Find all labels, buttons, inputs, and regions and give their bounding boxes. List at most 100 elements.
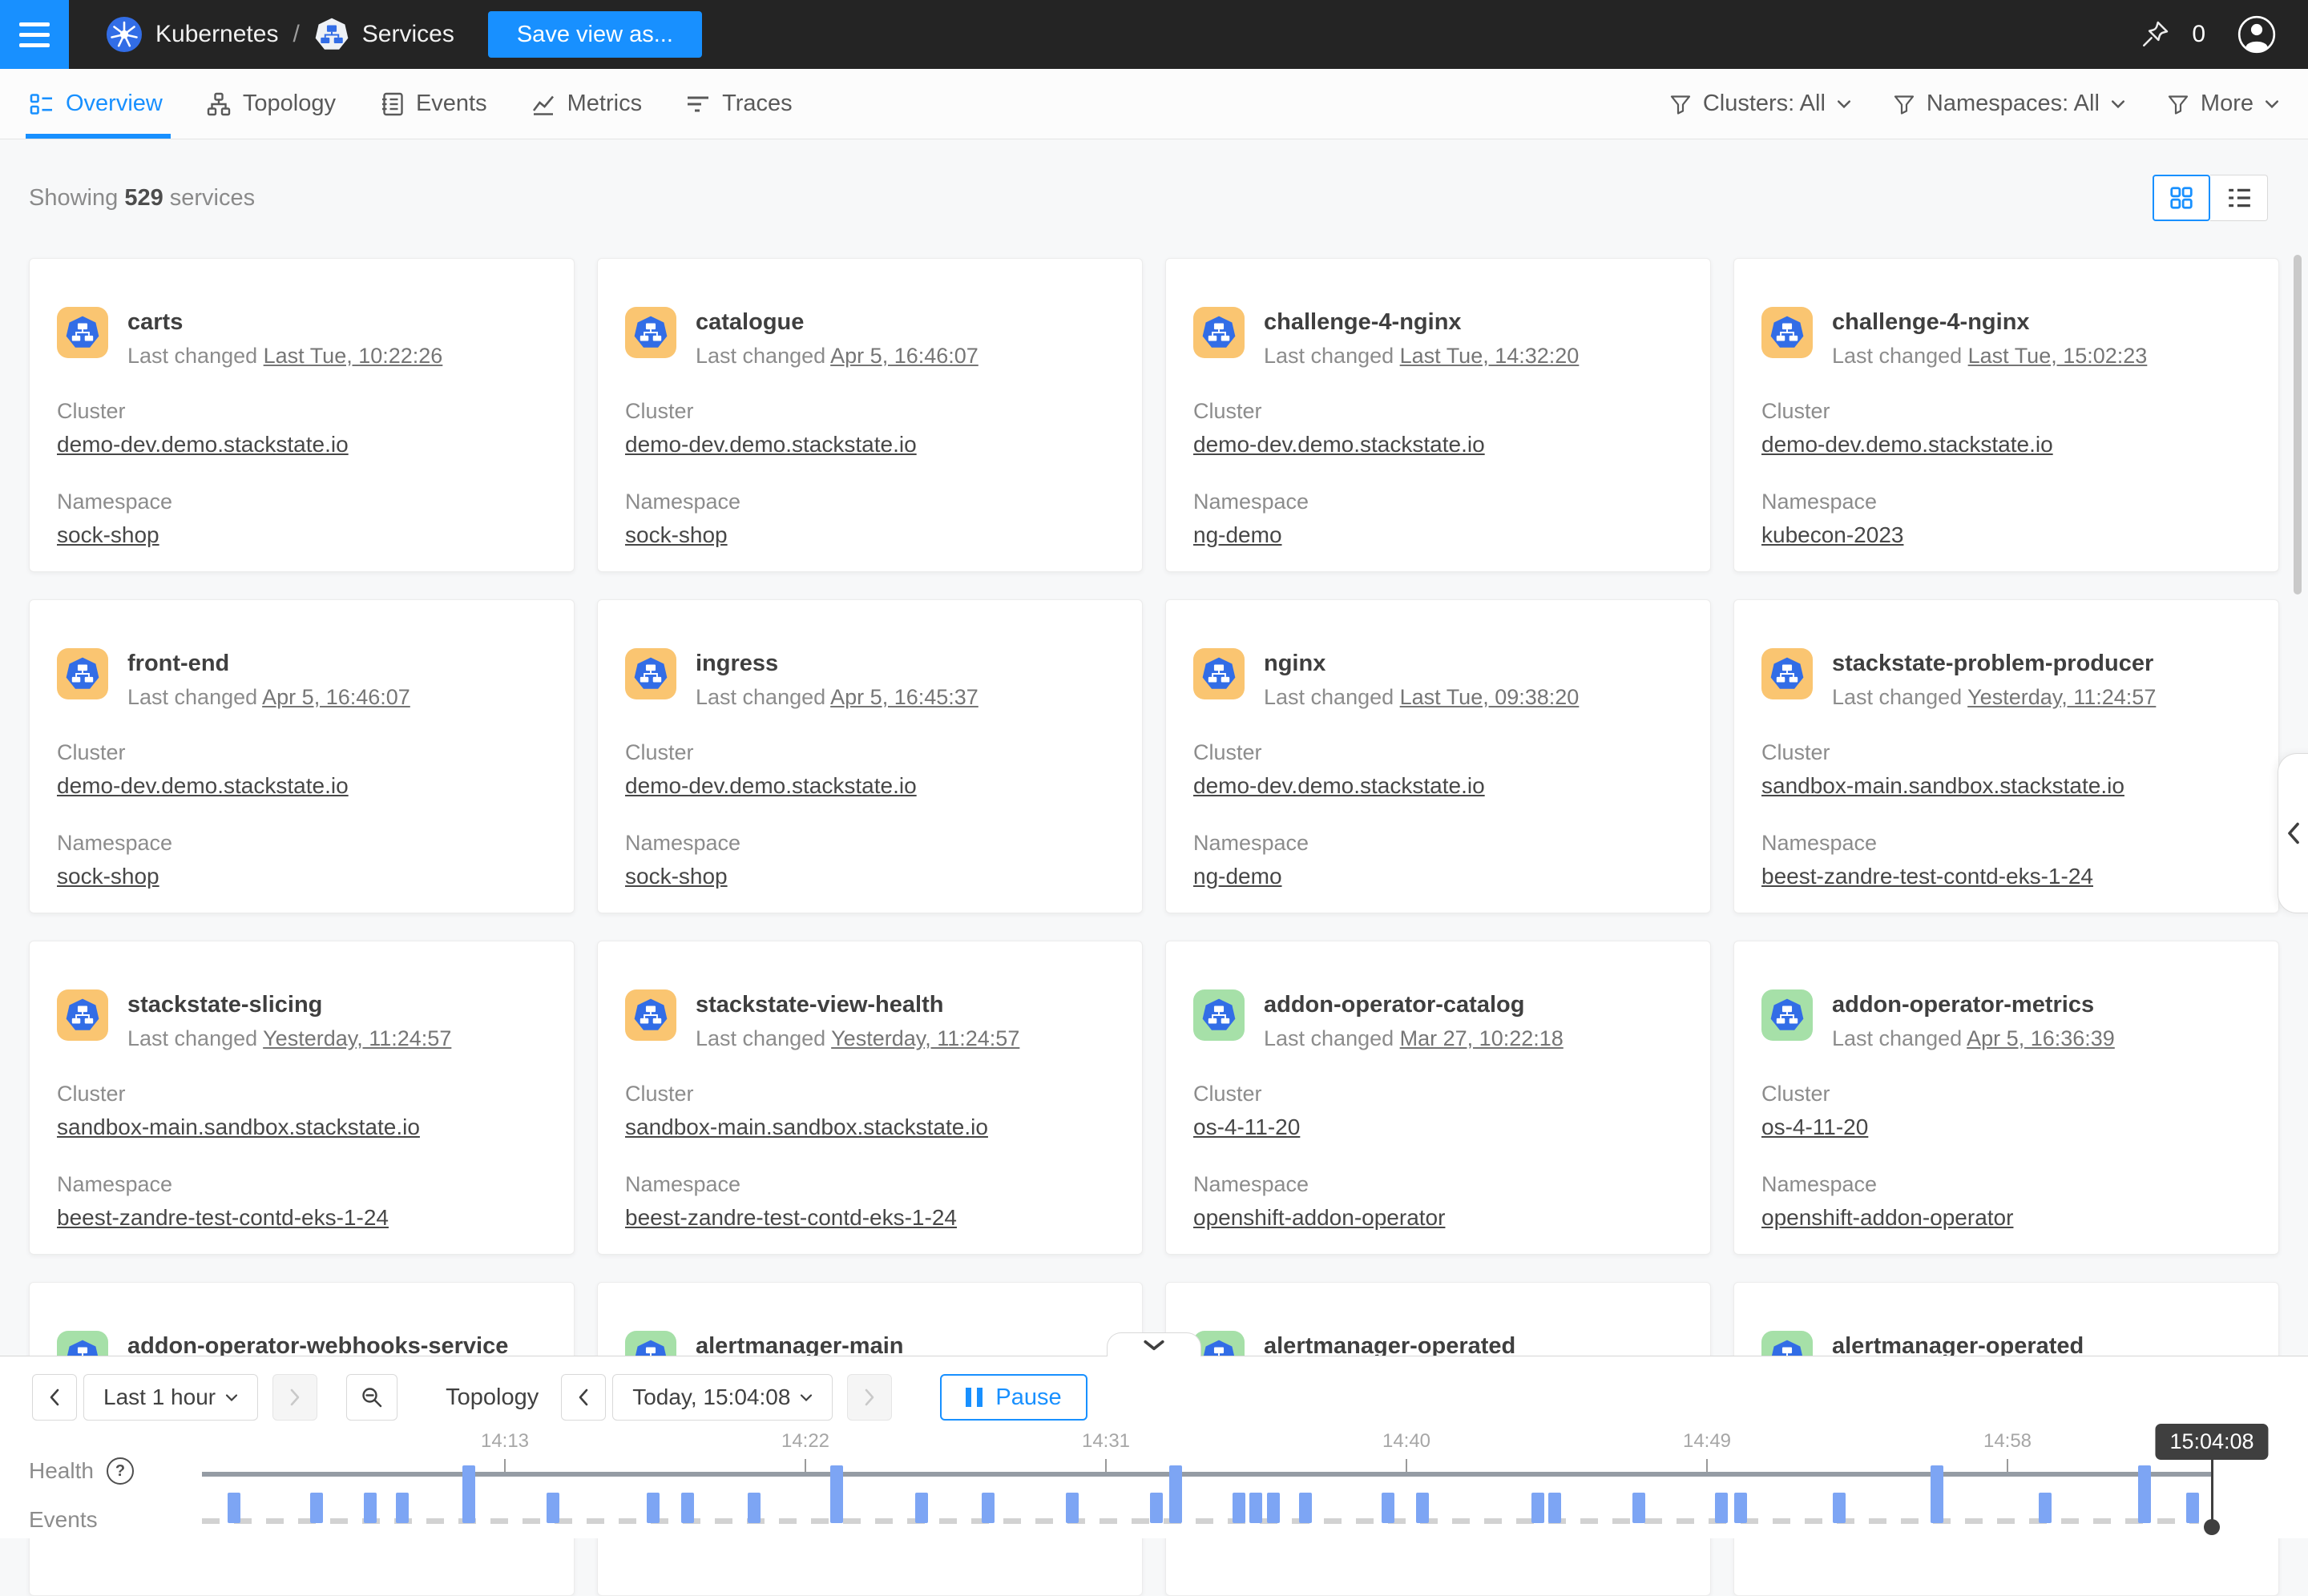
service-card[interactable]: catalogue Last changed Apr 5, 16:46:07 C… (597, 258, 1143, 572)
namespace-link[interactable]: openshift-addon-operator (1761, 1205, 2014, 1230)
service-card[interactable]: challenge-4-nginx Last changed Last Tue,… (1165, 258, 1711, 572)
cluster-link[interactable]: sandbox-main.sandbox.stackstate.io (625, 1114, 988, 1139)
event-bar[interactable] (982, 1493, 995, 1523)
tab-topology[interactable]: Topology (206, 69, 336, 139)
time-forward-button[interactable] (847, 1374, 893, 1421)
namespaces-filter[interactable]: Namespaces: All (1893, 91, 2125, 117)
namespace-link[interactable]: ng-demo (1193, 522, 1282, 547)
zoom-out-button[interactable] (346, 1374, 398, 1421)
last-changed-link[interactable]: Apr 5, 16:36:39 (1967, 1026, 2115, 1050)
service-name[interactable]: addon-operator-metrics (1832, 992, 2095, 1018)
event-bar[interactable] (1734, 1493, 1747, 1523)
event-bar[interactable] (396, 1493, 409, 1523)
namespace-link[interactable]: sock-shop (57, 864, 159, 889)
namespace-link[interactable]: sock-shop (57, 522, 159, 547)
health-status-bar[interactable] (202, 1472, 2213, 1477)
event-bar[interactable] (228, 1493, 240, 1523)
list-view-button[interactable] (2210, 175, 2268, 221)
event-bar[interactable] (547, 1493, 559, 1523)
cluster-link[interactable]: os-4-11-20 (1193, 1114, 1301, 1139)
grid-view-button[interactable] (2153, 175, 2210, 221)
cluster-link[interactable]: demo-dev.demo.stackstate.io (1193, 432, 1485, 457)
breadcrumb-services[interactable]: Services (314, 17, 454, 52)
last-changed-link[interactable]: Apr 5, 16:46:07 (262, 685, 410, 709)
service-name[interactable]: stackstate-problem-producer (1832, 651, 2154, 676)
event-bar[interactable] (1249, 1493, 1262, 1523)
last-changed-link[interactable]: Mar 27, 10:22:18 (1399, 1026, 1564, 1050)
service-card[interactable]: stackstate-slicing Last changed Yesterda… (29, 941, 575, 1255)
pin-icon[interactable] (2139, 18, 2171, 50)
service-name[interactable]: nginx (1264, 651, 1326, 676)
event-bar[interactable] (1715, 1493, 1728, 1523)
service-card[interactable]: stackstate-problem-producer Last changed… (1733, 599, 2279, 913)
namespace-link[interactable]: beest-zandre-test-contd-eks-1-24 (625, 1205, 957, 1230)
service-name[interactable]: alertmanager-operated (1832, 1333, 2084, 1359)
event-bar[interactable] (830, 1465, 843, 1523)
help-icon[interactable]: ? (106, 1457, 134, 1485)
event-bar[interactable] (462, 1465, 475, 1523)
hamburger-menu-button[interactable] (0, 0, 69, 69)
event-bar[interactable] (647, 1493, 660, 1523)
collapse-panel-tab[interactable] (1107, 1332, 1201, 1358)
time-back-button[interactable] (561, 1374, 607, 1421)
event-bar[interactable] (1382, 1493, 1394, 1523)
service-name[interactable]: front-end (127, 651, 230, 676)
last-changed-link[interactable]: Yesterday, 11:24:57 (1967, 685, 2157, 709)
event-bar[interactable] (2186, 1493, 2199, 1523)
tab-events[interactable]: Events (379, 69, 487, 139)
cluster-link[interactable]: demo-dev.demo.stackstate.io (1761, 432, 2053, 457)
service-card[interactable]: addon-operator-catalog Last changed Mar … (1165, 941, 1711, 1255)
service-card[interactable]: ingress Last changed Apr 5, 16:45:37 Clu… (597, 599, 1143, 913)
cluster-link[interactable]: sandbox-main.sandbox.stackstate.io (57, 1114, 420, 1139)
more-filter[interactable]: More (2167, 91, 2279, 117)
namespace-link[interactable]: ng-demo (1193, 864, 1282, 889)
service-card[interactable]: carts Last changed Last Tue, 10:22:26 Cl… (29, 258, 575, 572)
current-time-marker-line[interactable] (2211, 1459, 2213, 1526)
event-bar[interactable] (1299, 1493, 1312, 1523)
user-avatar[interactable] (2237, 15, 2276, 54)
last-changed-link[interactable]: Last Tue, 09:38:20 (1399, 685, 1580, 709)
event-bar[interactable] (1267, 1493, 1280, 1523)
event-bar[interactable] (364, 1493, 377, 1523)
event-bar[interactable] (310, 1493, 323, 1523)
service-name[interactable]: alertmanager-operated (1264, 1333, 1516, 1359)
pause-button[interactable]: Pause (940, 1374, 1087, 1421)
current-time-marker-dot[interactable] (2204, 1519, 2220, 1535)
event-bar[interactable] (1931, 1465, 1943, 1523)
cluster-link[interactable]: demo-dev.demo.stackstate.io (57, 432, 349, 457)
namespace-link[interactable]: beest-zandre-test-contd-eks-1-24 (57, 1205, 389, 1230)
range-back-button[interactable] (32, 1374, 77, 1421)
namespace-link[interactable]: sock-shop (625, 522, 728, 547)
clusters-filter[interactable]: Clusters: All (1669, 91, 1851, 117)
event-bar[interactable] (2039, 1493, 2052, 1523)
tab-overview[interactable]: Overview (26, 69, 171, 139)
vertical-scrollbar[interactable] (2294, 255, 2302, 594)
event-bar[interactable] (915, 1493, 928, 1523)
service-name[interactable]: stackstate-slicing (127, 992, 323, 1018)
service-name[interactable]: catalogue (696, 309, 805, 335)
event-bar[interactable] (1531, 1493, 1544, 1523)
service-name[interactable]: challenge-4-nginx (1832, 309, 2030, 335)
last-changed-link[interactable]: Yesterday, 11:24:57 (831, 1026, 1020, 1050)
service-card[interactable]: nginx Last changed Last Tue, 09:38:20 Cl… (1165, 599, 1711, 913)
service-card[interactable]: addon-operator-metrics Last changed Apr … (1733, 941, 2279, 1255)
last-changed-link[interactable]: Last Tue, 14:32:20 (1399, 344, 1580, 368)
event-bar[interactable] (681, 1493, 694, 1523)
event-bar[interactable] (1233, 1493, 1245, 1523)
time-point-dropdown[interactable]: Today, 15:04:08 (612, 1374, 833, 1421)
event-bar[interactable] (1169, 1465, 1182, 1523)
last-changed-link[interactable]: Last Tue, 15:02:23 (1967, 344, 2148, 368)
service-card[interactable]: stackstate-view-health Last changed Yest… (597, 941, 1143, 1255)
time-range-dropdown[interactable]: Last 1 hour (83, 1374, 259, 1421)
event-bar[interactable] (748, 1493, 761, 1523)
namespace-link[interactable]: sock-shop (625, 864, 728, 889)
namespace-link[interactable]: openshift-addon-operator (1193, 1205, 1446, 1230)
event-bar[interactable] (1066, 1493, 1079, 1523)
service-name[interactable]: addon-operator-webhooks-service (127, 1333, 509, 1359)
save-view-as-button[interactable]: Save view as... (487, 11, 702, 58)
event-bar[interactable] (1150, 1493, 1163, 1523)
service-card[interactable]: front-end Last changed Apr 5, 16:46:07 C… (29, 599, 575, 913)
service-name[interactable]: ingress (696, 651, 779, 676)
right-drawer-expand-handle[interactable] (2278, 753, 2308, 913)
service-name[interactable]: carts (127, 309, 184, 335)
